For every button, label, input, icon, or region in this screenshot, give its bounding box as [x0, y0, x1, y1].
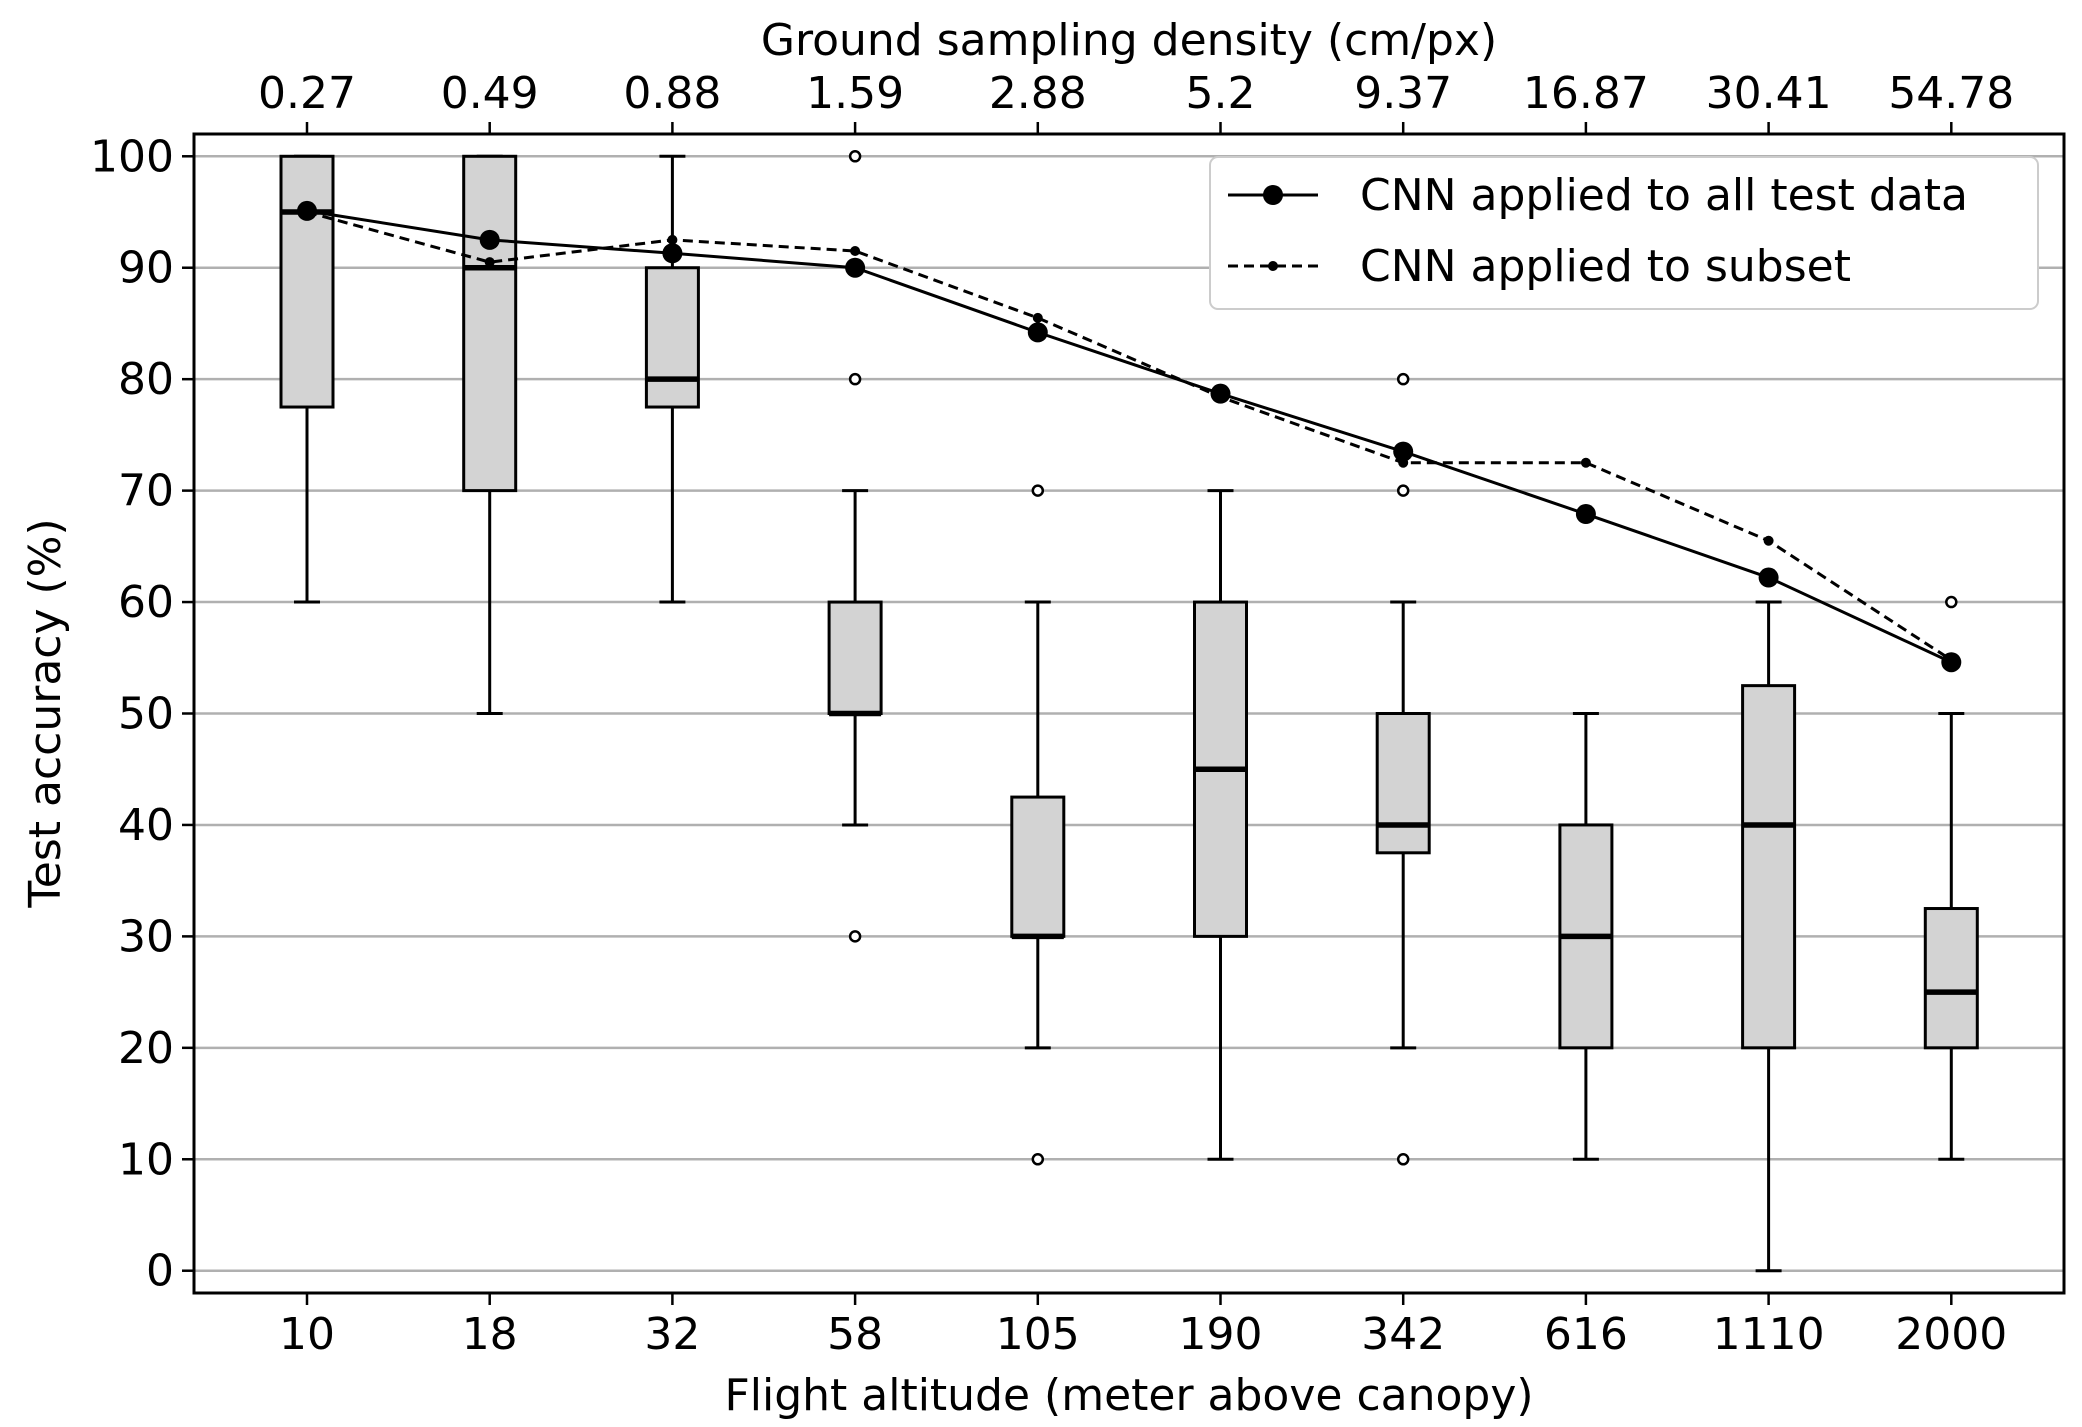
point-subset: [1580, 457, 1591, 468]
box-plots: [279, 150, 1979, 1273]
point-subset: [1215, 392, 1226, 403]
x-tick-label: 32: [644, 1309, 700, 1360]
legend-box: [1209, 156, 2039, 310]
x-axis-title: Flight altitude (meter above canopy): [724, 1370, 1533, 1421]
legend-marker-all: [1263, 185, 1283, 205]
box-iqr: [1741, 684, 1797, 1050]
point-subset: [484, 257, 495, 268]
point-all: [1575, 504, 1596, 525]
x-tick-label: 342: [1361, 1309, 1445, 1360]
legend-label-subset: CNN applied to subset: [1360, 241, 1851, 292]
x-tick-label: 105: [996, 1309, 1080, 1360]
legend: CNN applied to all test data CNN applied…: [1209, 156, 2039, 310]
outlier-point: [1396, 372, 1410, 386]
box-iqr: [1010, 795, 1066, 938]
point-subset: [302, 207, 312, 218]
y-tick-label: 40: [118, 800, 174, 851]
point-all: [1027, 322, 1048, 343]
point-all: [662, 243, 683, 264]
top-tick-label: 5.2: [1186, 68, 1256, 119]
outlier-point: [1031, 1153, 1045, 1166]
top-axis-title: Ground sampling density (cm/px): [761, 15, 1497, 66]
point-subset: [1398, 457, 1409, 468]
point-all: [1393, 441, 1414, 462]
point-subset: [1763, 535, 1774, 546]
legend-label-all: CNN applied to all test data: [1360, 170, 1968, 221]
box-iqr: [827, 600, 883, 715]
x-tick-label: 58: [827, 1309, 883, 1360]
top-tick-label: 2.88: [989, 68, 1087, 119]
x-tick-label: 616: [1544, 1309, 1628, 1360]
point-all: [479, 229, 500, 250]
outlier-point: [848, 372, 862, 386]
y-tick-label: 70: [118, 466, 174, 517]
y-tick-label: 90: [118, 243, 174, 294]
y-tick-label: 80: [118, 354, 174, 405]
box-iqr: [1375, 712, 1431, 855]
outlier-point: [1945, 595, 1958, 609]
top-tick-label: 0.49: [441, 68, 539, 119]
x-tick-label: 1110: [1713, 1309, 1825, 1360]
y-tick-label: 60: [118, 577, 174, 628]
legend-marker-subset: [1268, 261, 1278, 271]
x-tick-label: 190: [1179, 1309, 1263, 1360]
point-all: [1758, 567, 1779, 588]
y-axis-title: Test accuracy (%): [20, 518, 71, 908]
line-series: [297, 200, 1962, 673]
box-iqr: [1923, 907, 1979, 1050]
outlier-point: [848, 150, 862, 163]
outlier-point: [1396, 484, 1410, 497]
box-iqr: [462, 154, 518, 493]
top-tick-label: 16.87: [1523, 68, 1649, 119]
point-subset: [1946, 655, 1957, 666]
box-iqr: [644, 266, 700, 409]
top-tick-label: 0.88: [623, 68, 721, 119]
top-tick-label: 1.59: [806, 68, 904, 119]
x-tick-label: 2000: [1895, 1309, 2007, 1360]
series-line-all: [306, 209, 1952, 664]
y-tick-label: 10: [118, 1134, 174, 1185]
box-iqr: [279, 154, 335, 409]
point-subset: [1032, 312, 1043, 323]
top-tick-label: 54.78: [1888, 68, 2014, 119]
point-subset: [667, 234, 678, 245]
series-line-subset: [306, 210, 1953, 662]
top-tick-label: 30.41: [1706, 68, 1832, 119]
top-tick-label: 0.27: [258, 68, 356, 119]
top-tick-label: 9.37: [1354, 68, 1452, 119]
y-tick-label: 100: [90, 131, 174, 182]
y-tick-label: 0: [146, 1246, 174, 1297]
y-tick-label: 50: [118, 689, 174, 740]
x-tick-label: 18: [462, 1309, 518, 1360]
outlier-point: [1031, 484, 1045, 497]
axis-ticks: 0 10 20 30 40 50 60 70 80 90 100 10 0.27 18 0.49 32 0.88…: [90, 68, 2014, 1360]
outlier-point: [848, 930, 862, 943]
y-tick-label: 30: [118, 911, 174, 962]
point-subset: [850, 246, 861, 257]
point-all: [845, 257, 866, 278]
y-tick-label: 20: [118, 1023, 174, 1074]
outlier-point: [1396, 1153, 1410, 1166]
x-tick-label: 10: [279, 1309, 335, 1360]
